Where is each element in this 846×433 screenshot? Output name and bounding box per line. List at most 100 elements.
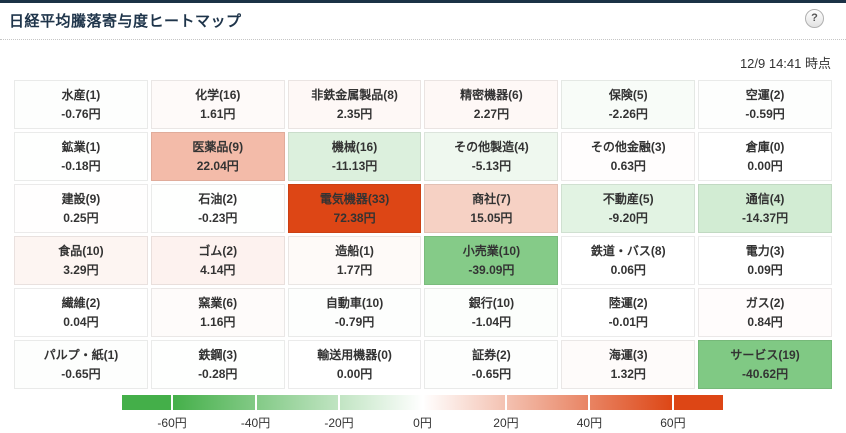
heatmap-cell[interactable]: 繊維(2) 0.04円: [14, 288, 148, 337]
heatmap-cell[interactable]: ガス(2) 0.84円: [698, 288, 832, 337]
heatmap-cell[interactable]: その他製造(4) -5.13円: [424, 132, 559, 181]
heatmap-cell[interactable]: 電気機器(33) 72.38円: [287, 184, 422, 233]
legend-tick-mark: [588, 395, 591, 410]
legend-tick-mark: [421, 395, 424, 410]
heatmap-cell[interactable]: 鉱業(1) -0.18円: [14, 132, 148, 181]
sector-label: 自動車(10): [325, 296, 384, 310]
heatmap-cell[interactable]: ゴム(2) 4.14円: [150, 236, 285, 285]
sector-value: 0.00円: [336, 367, 373, 381]
heatmap-cell[interactable]: 機械(16) -11.13円: [287, 132, 422, 181]
sector-value: -0.01円: [608, 315, 648, 329]
sector-label: 造船(1): [335, 244, 374, 258]
heatmap-cell[interactable]: 輸送用機器(0) 0.00円: [287, 340, 422, 389]
heatmap-cell[interactable]: 保険(5) -2.26円: [561, 80, 696, 129]
sector-value: 1.32円: [610, 367, 646, 381]
sector-label: 鉱業(1): [61, 140, 101, 154]
heatmap-cell[interactable]: 商社(7) 15.05円: [424, 184, 559, 233]
sector-value: 0.04円: [63, 315, 99, 329]
sector-value: -2.26円: [608, 107, 648, 121]
sector-value: -1.04円: [471, 315, 512, 329]
heatmap-cell[interactable]: 陸運(2) -0.01円: [561, 288, 696, 337]
sector-value: 4.14円: [200, 263, 236, 277]
sector-value: -0.76円: [61, 107, 101, 121]
sector-value: -0.65円: [61, 367, 101, 381]
sector-value: -9.20円: [608, 211, 648, 225]
sector-label: 窯業(6): [198, 296, 238, 310]
legend-tick-mark: [254, 395, 257, 410]
legend-tick-mark: [671, 395, 674, 410]
sector-value: 0.00円: [747, 159, 783, 173]
heatmap-cell[interactable]: その他金融(3) 0.63円: [561, 132, 696, 181]
sector-label: ガス(2): [745, 296, 785, 310]
sector-label: パルプ・紙(1): [43, 348, 119, 362]
heatmap-cell[interactable]: 自動車(10) -0.79円: [287, 288, 422, 337]
heatmap-cell[interactable]: 海運(3) 1.32円: [561, 340, 696, 389]
heatmap-cell[interactable]: 銀行(10) -1.04円: [424, 288, 559, 337]
sector-label: 小売業(10): [462, 244, 521, 258]
heatmap-cell[interactable]: 造船(1) 1.77円: [287, 236, 422, 285]
sector-value: -0.23円: [198, 211, 238, 225]
legend: -60円 -40円 -20円 0円 20円 40円 60円: [0, 395, 846, 430]
sector-label: 鉄道・バス(8): [590, 244, 666, 258]
heatmap-cell[interactable]: 小売業(10) -39.09円: [424, 236, 559, 285]
legend-tick-mark: [171, 395, 174, 410]
sector-value: 72.38円: [333, 211, 376, 225]
legend-tick-mark: [504, 395, 507, 410]
heatmap-cell[interactable]: 倉庫(0) 0.00円: [698, 132, 832, 181]
help-button[interactable]: ?: [805, 9, 824, 28]
sector-label: 電気機器(33): [319, 192, 390, 206]
sector-value: 22.04円: [196, 159, 239, 173]
sector-label: 保険(5): [608, 88, 648, 102]
heatmap-cell[interactable]: 鉄道・バス(8) 0.06円: [561, 236, 696, 285]
heatmap-cell[interactable]: 空運(2) -0.59円: [698, 80, 832, 129]
heatmap-cell[interactable]: サービス(19) -40.62円: [698, 340, 832, 389]
heatmap-cell[interactable]: 石油(2) -0.23円: [150, 184, 285, 233]
legend-tick-label: 40円: [576, 416, 603, 430]
heatmap-cell[interactable]: 医薬品(9) 22.04円: [150, 132, 285, 181]
sector-value: -39.09円: [468, 263, 515, 277]
sector-label: 建設(9): [61, 192, 101, 206]
heatmap-cell[interactable]: 電力(3) 0.09円: [698, 236, 832, 285]
sector-value: -5.13円: [471, 159, 512, 173]
heatmap-cell[interactable]: 非鉄金属製品(8) 2.35円: [287, 80, 422, 129]
heatmap-cell[interactable]: 不動産(5) -9.20円: [561, 184, 696, 233]
sector-label: 非鉄金属製品(8): [311, 88, 398, 102]
heatmap-cell[interactable]: 建設(9) 0.25円: [14, 184, 148, 233]
sector-value: 15.05円: [470, 211, 513, 225]
sector-label: 化学(16): [195, 88, 241, 102]
sector-label: 不動産(5): [602, 192, 654, 206]
heatmap-grid: 水産(1) -0.76円 化学(16) 1.61円 非鉄金属製品(8) 2.35円 精密機器…: [14, 80, 832, 389]
sector-label: 空運(2): [745, 88, 785, 102]
heatmap-cell[interactable]: パルプ・紙(1) -0.65円: [14, 340, 148, 389]
sector-label: その他金融(3): [590, 140, 666, 154]
heatmap-cell[interactable]: 窯業(6) 1.16円: [150, 288, 285, 337]
legend-tick-label: 60円: [660, 416, 686, 430]
heatmap-cell[interactable]: 通信(4) -14.37円: [698, 184, 832, 233]
sector-label: 銀行(10): [468, 296, 515, 310]
heatmap-cell[interactable]: 水産(1) -0.76円: [14, 80, 148, 129]
sector-value: -0.59円: [745, 107, 785, 121]
sector-value: -0.28円: [198, 367, 238, 381]
heatmap-cell[interactable]: 証券(2) -0.65円: [424, 340, 559, 389]
sector-label: 通信(4): [745, 192, 785, 206]
sector-label: 陸運(2): [608, 296, 648, 310]
heatmap-cell[interactable]: 鉄鋼(3) -0.28円: [150, 340, 285, 389]
legend-tick-label: -20円: [324, 416, 354, 430]
sector-value: 0.63円: [610, 159, 646, 173]
sector-label: 水産(1): [61, 88, 101, 102]
sector-label: 繊維(2): [61, 296, 101, 310]
heatmap-cell[interactable]: 食品(10) 3.29円: [14, 236, 148, 285]
sector-label: 精密機器(6): [460, 88, 523, 102]
sector-label: 鉄鋼(3): [198, 348, 238, 362]
sector-label: 石油(2): [198, 192, 238, 206]
sector-value: 2.27円: [473, 107, 510, 121]
sector-value: -0.65円: [471, 367, 512, 381]
sector-value: 1.77円: [336, 263, 373, 277]
sector-value: -14.37円: [742, 211, 789, 225]
legend-labels: -60円 -40円 -20円 0円 20円 40円 60円: [122, 410, 723, 430]
sector-label: 医薬品(9): [192, 140, 244, 154]
heatmap-cell[interactable]: 化学(16) 1.61円: [150, 80, 285, 129]
heatmap-cell[interactable]: 精密機器(6) 2.27円: [424, 80, 559, 129]
sector-value: 0.25円: [63, 211, 99, 225]
